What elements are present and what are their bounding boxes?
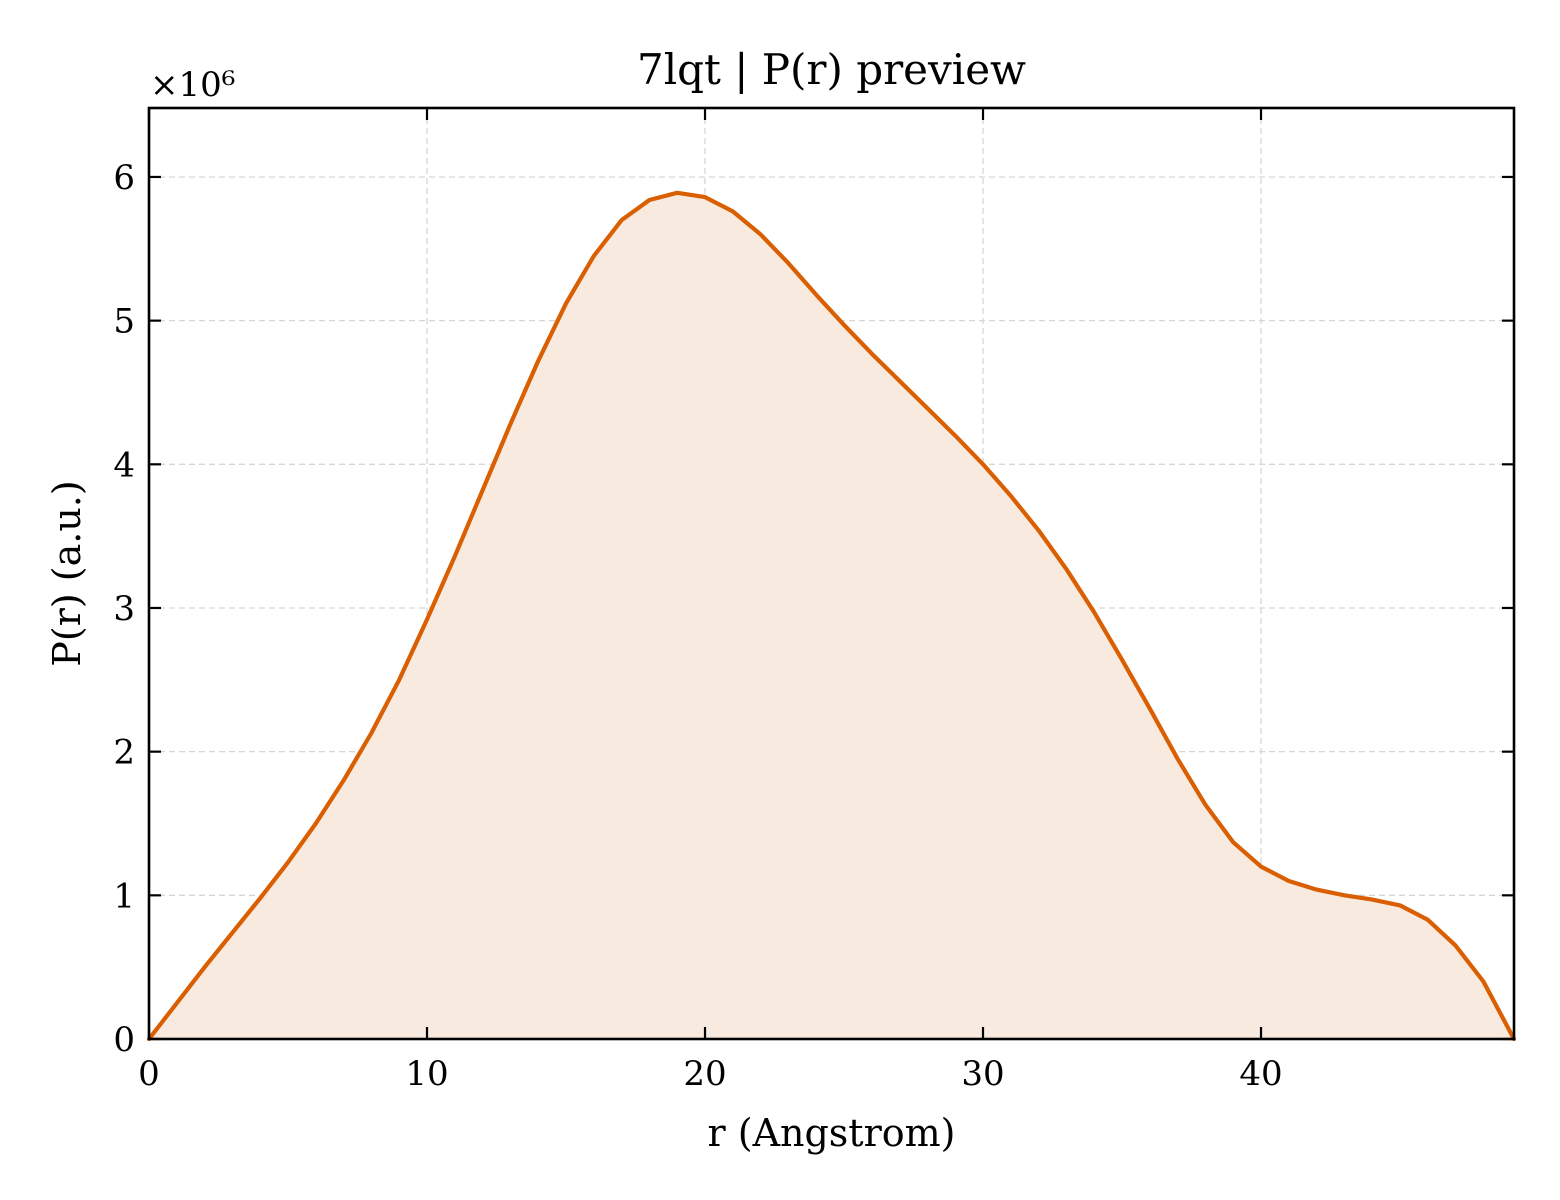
x-tick-label: 40 (1239, 1054, 1282, 1094)
pr-series-line (146, 190, 1517, 1042)
y-tick-label: 2 (113, 733, 135, 773)
x-tick-label: 10 (405, 1054, 448, 1094)
y-tick-label: 0 (113, 1020, 135, 1060)
axis-ticks: 0 10 20 30 40 0 1 2 3 4 5 6 (113, 108, 1514, 1094)
chart-title: 7lqt | P(r) preview (637, 45, 1026, 94)
x-tick-label: 30 (961, 1054, 1004, 1094)
y-tick-label: 5 (113, 302, 135, 342)
x-tick-label: 0 (138, 1054, 160, 1094)
y-axis-label: P(r) (a.u.) (45, 480, 89, 666)
y-tick-label: 1 (113, 876, 135, 916)
y-axis-multiplier: ×10⁶ (150, 65, 235, 105)
x-axis-label: r (Angstrom) (708, 1111, 956, 1155)
pr-area-fill (149, 192, 1514, 1040)
plot-frame (147, 106, 1516, 1041)
y-tick-label: 6 (113, 158, 135, 198)
x-tick-label: 20 (683, 1054, 726, 1094)
y-tick-label: 4 (113, 445, 135, 485)
y-tick-label: 3 (113, 589, 135, 629)
